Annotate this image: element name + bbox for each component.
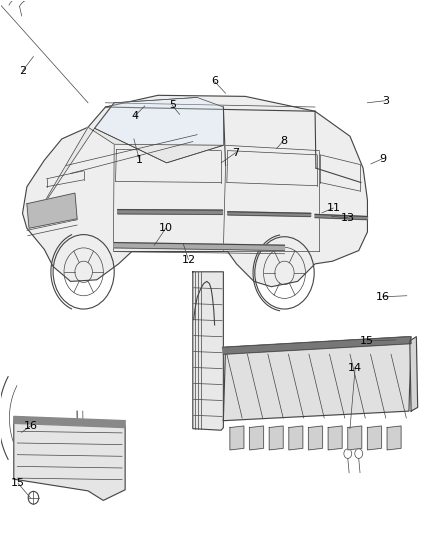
Text: 4: 4 (131, 110, 139, 120)
Polygon shape (14, 416, 125, 427)
Polygon shape (410, 337, 418, 411)
Polygon shape (230, 426, 244, 450)
Polygon shape (223, 337, 411, 354)
Polygon shape (367, 426, 381, 450)
Text: 13: 13 (341, 213, 355, 223)
Polygon shape (118, 209, 223, 214)
Polygon shape (27, 193, 77, 228)
Text: 7: 7 (232, 148, 239, 158)
Polygon shape (328, 426, 342, 450)
Text: 6: 6 (211, 77, 218, 86)
Text: 1: 1 (136, 155, 143, 165)
Text: 9: 9 (379, 154, 386, 164)
Polygon shape (114, 243, 285, 251)
Text: 16: 16 (23, 421, 37, 431)
Text: 14: 14 (348, 362, 362, 373)
Text: 15: 15 (360, 336, 374, 346)
Polygon shape (223, 337, 411, 421)
Polygon shape (269, 426, 283, 450)
Polygon shape (22, 95, 367, 287)
Text: 5: 5 (169, 100, 176, 110)
Polygon shape (250, 426, 264, 450)
Polygon shape (228, 212, 311, 216)
Text: 2: 2 (19, 66, 26, 76)
Text: 3: 3 (382, 95, 389, 106)
Polygon shape (193, 272, 223, 430)
Text: 12: 12 (181, 255, 195, 264)
Polygon shape (308, 426, 322, 450)
Polygon shape (95, 98, 223, 163)
Text: 16: 16 (376, 292, 390, 302)
Polygon shape (348, 426, 362, 450)
Polygon shape (14, 421, 125, 500)
Polygon shape (289, 426, 303, 450)
Polygon shape (38, 127, 223, 213)
Text: 15: 15 (11, 479, 25, 488)
Text: 10: 10 (159, 223, 173, 233)
Polygon shape (315, 214, 367, 220)
Text: 11: 11 (326, 203, 340, 213)
Polygon shape (387, 426, 401, 450)
Text: 8: 8 (280, 135, 287, 146)
